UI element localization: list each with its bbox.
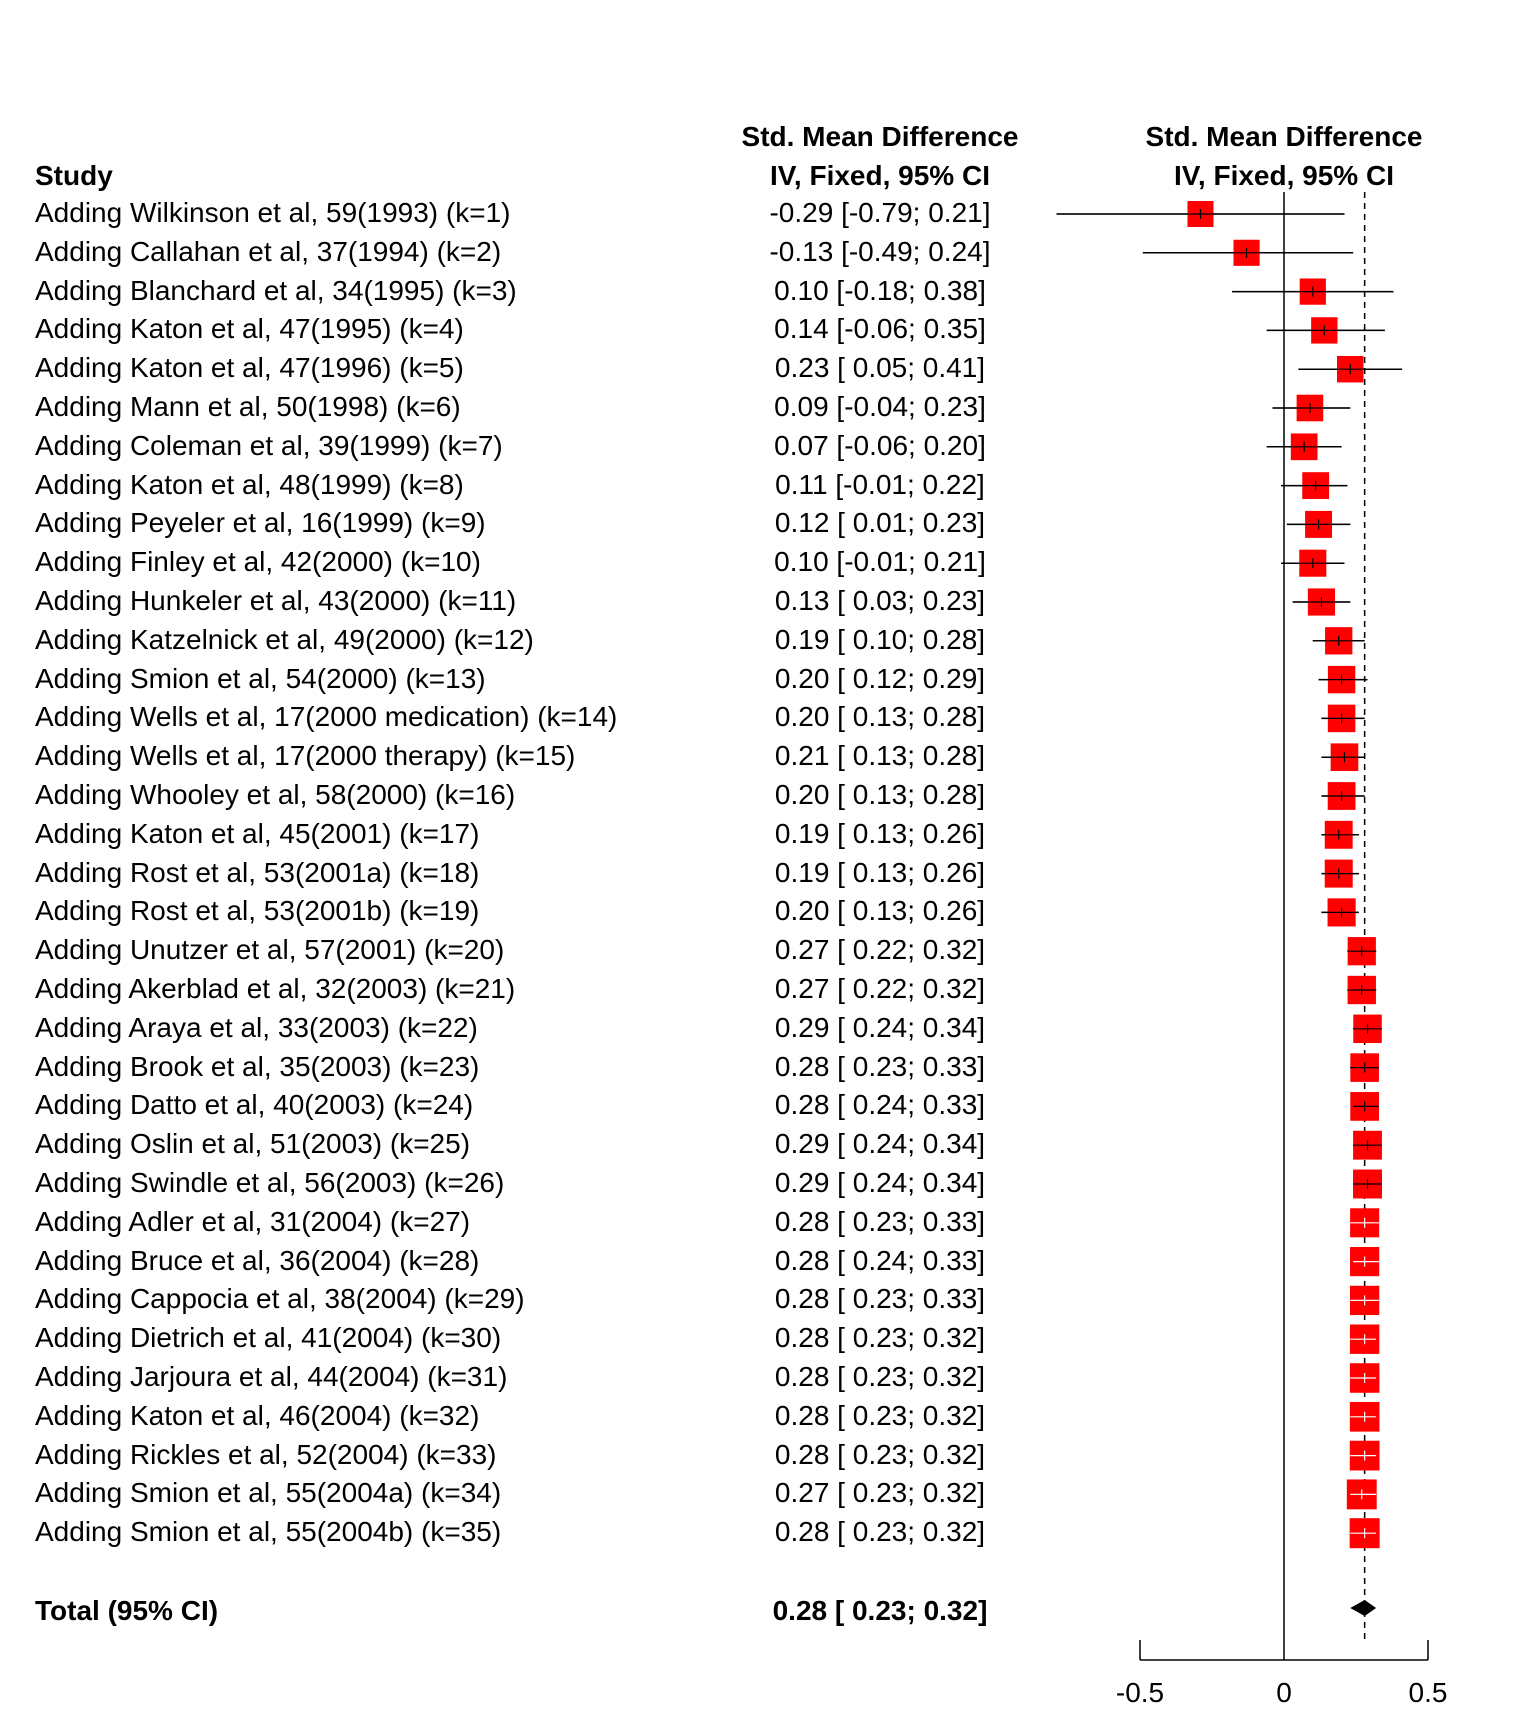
study-label: Adding Dietrich et al, 41(2004) (k=30) <box>35 1322 502 1354</box>
study-label: Adding Swindle et al, 56(2003) (k=26) <box>35 1167 505 1198</box>
ci-text: -0.13 [-0.49; 0.24] <box>769 235 991 267</box>
x-tick-label: -0.5 <box>1116 1677 1164 1708</box>
total-ci-text: 0.28 [ 0.23; 0.32] <box>772 1595 988 1626</box>
ci-text: 0.29 [ 0.24; 0.34] <box>774 1011 986 1043</box>
ci-text: 0.28 [ 0.23; 0.33] <box>774 1283 986 1315</box>
study-label: Adding Wells et al, 17(2000 medication) … <box>35 701 618 733</box>
ci-text: 0.19 [ 0.13; 0.26] <box>774 856 986 888</box>
ci-text: -0.29 [-0.79; 0.21] <box>769 197 991 228</box>
ci-column-header-line1: Std. Mean Difference <box>741 121 1019 152</box>
study-label: Adding Katon et al, 46(2004) (k=32) <box>35 1399 480 1431</box>
study-label: Adding Callahan et al, 37(1994) (k=2) <box>35 235 502 267</box>
ci-text: 0.27 [ 0.22; 0.32] <box>774 973 986 1004</box>
study-label: Adding Unutzer et al, 57(2001) (k=20) <box>35 934 505 966</box>
ci-text: 0.20 [ 0.13; 0.28] <box>774 779 986 810</box>
ci-column-header-line2: IV, Fixed, 95% CI <box>770 160 990 191</box>
ci-text: 0.28 [ 0.23; 0.32] <box>774 1361 986 1392</box>
study-label: Adding Rost et al, 53(2001b) (k=19) <box>35 895 480 927</box>
study-label: Adding Katzelnick et al, 49(2000) (k=12) <box>35 623 534 655</box>
study-label: Adding Araya et al, 33(2003) (k=22) <box>35 1011 478 1043</box>
study-label: Adding Peyeler et al, 16(1999) (k=9) <box>35 507 486 539</box>
ci-text: 0.07 [-0.06; 0.20] <box>774 429 986 461</box>
ci-text: 0.09 [-0.04; 0.23] <box>774 391 986 422</box>
study-label: Adding Smion et al, 54(2000) (k=13) <box>35 662 486 694</box>
x-tick-label: 0 <box>1276 1677 1292 1708</box>
ci-text: 0.14 [-0.06; 0.35] <box>774 313 986 345</box>
ci-text: 0.28 [ 0.24; 0.33] <box>774 1089 986 1121</box>
ci-text: 0.27 [ 0.22; 0.32] <box>774 934 986 966</box>
study-label: Adding Whooley et al, 58(2000) (k=16) <box>35 779 516 810</box>
ci-text: 0.19 [ 0.13; 0.26] <box>774 817 986 849</box>
ci-text: 0.28 [ 0.23; 0.32] <box>774 1322 986 1354</box>
study-label: Adding Oslin et al, 51(2003) (k=25) <box>35 1128 471 1160</box>
study-label: Adding Akerblad et al, 32(2003) (k=21) <box>35 973 516 1004</box>
ci-text: 0.21 [ 0.13; 0.28] <box>774 740 986 772</box>
study-column-header: Study <box>35 160 113 191</box>
study-label: Adding Katon et al, 47(1996) (k=5) <box>35 352 464 384</box>
ci-text: 0.28 [ 0.24; 0.33] <box>774 1244 986 1276</box>
x-tick-label: 0.5 <box>1409 1677 1448 1708</box>
ci-text: 0.10 [-0.18; 0.38] <box>774 274 986 306</box>
ci-text: 0.28 [ 0.23; 0.32] <box>774 1516 986 1548</box>
total-label: Total (95% CI) <box>35 1595 219 1626</box>
study-label: Adding Rickles et al, 52(2004) (k=33) <box>35 1438 497 1470</box>
ci-text: 0.11 [-0.01; 0.22] <box>775 468 985 500</box>
study-label: Adding Katon et al, 47(1995) (k=4) <box>35 313 464 345</box>
study-label: Adding Hunkeler et al, 43(2000) (k=11) <box>35 585 517 616</box>
study-label: Adding Katon et al, 45(2001) (k=17) <box>35 817 480 849</box>
study-label: Adding Brook et al, 35(2003) (k=23) <box>35 1050 480 1082</box>
study-label: Adding Jarjoura et al, 44(2004) (k=31) <box>35 1361 508 1392</box>
study-label: Adding Blanchard et al, 34(1995) (k=3) <box>35 274 517 306</box>
ci-text: 0.20 [ 0.12; 0.29] <box>774 662 986 694</box>
study-label: Adding Wells et al, 17(2000 therapy) (k=… <box>35 740 576 772</box>
study-label: Adding Smion et al, 55(2004a) (k=34) <box>35 1477 502 1509</box>
ci-text: 0.28 [ 0.23; 0.32] <box>774 1399 986 1431</box>
study-label: Adding Coleman et al, 39(1999) (k=7) <box>35 429 503 461</box>
study-label: Adding Wilkinson et al, 59(1993) (k=1) <box>35 197 511 228</box>
plot-column-header-line1: Std. Mean Difference <box>1145 121 1423 152</box>
study-label: Adding Rost et al, 53(2001a) (k=18) <box>35 856 480 888</box>
ci-text: 0.28 [ 0.23; 0.33] <box>774 1050 986 1082</box>
study-label: Adding Mann et al, 50(1998) (k=6) <box>35 391 461 422</box>
study-label: Adding Smion et al, 55(2004b) (k=35) <box>35 1516 502 1548</box>
study-label: Adding Cappocia et al, 38(2004) (k=29) <box>35 1283 525 1315</box>
ci-text: 0.29 [ 0.24; 0.34] <box>774 1128 986 1160</box>
study-label: Adding Katon et al, 48(1999) (k=8) <box>35 468 464 500</box>
ci-text: 0.27 [ 0.23; 0.32] <box>774 1477 986 1509</box>
ci-text: 0.28 [ 0.23; 0.33] <box>774 1205 986 1237</box>
ci-text: 0.19 [ 0.10; 0.28] <box>774 623 986 655</box>
plot-column-header-line2: IV, Fixed, 95% CI <box>1174 160 1394 191</box>
ci-text: 0.23 [ 0.05; 0.41] <box>774 352 986 384</box>
study-label: Adding Datto et al, 40(2003) (k=24) <box>35 1089 474 1121</box>
ci-text: 0.29 [ 0.24; 0.34] <box>774 1167 986 1198</box>
ci-text: 0.28 [ 0.23; 0.32] <box>774 1438 986 1470</box>
study-label: Adding Finley et al, 42(2000) (k=10) <box>35 546 481 578</box>
study-label: Adding Bruce et al, 36(2004) (k=28) <box>35 1244 480 1276</box>
ci-text: 0.20 [ 0.13; 0.26] <box>774 895 986 927</box>
study-label: Adding Adler et al, 31(2004) (k=27) <box>35 1205 471 1237</box>
summary-diamond <box>1350 1600 1377 1616</box>
ci-text: 0.12 [ 0.01; 0.23] <box>774 507 986 539</box>
ci-text: 0.20 [ 0.13; 0.28] <box>774 701 986 733</box>
ci-text: 0.10 [-0.01; 0.21] <box>774 546 986 578</box>
ci-text: 0.13 [ 0.03; 0.23] <box>774 585 986 616</box>
